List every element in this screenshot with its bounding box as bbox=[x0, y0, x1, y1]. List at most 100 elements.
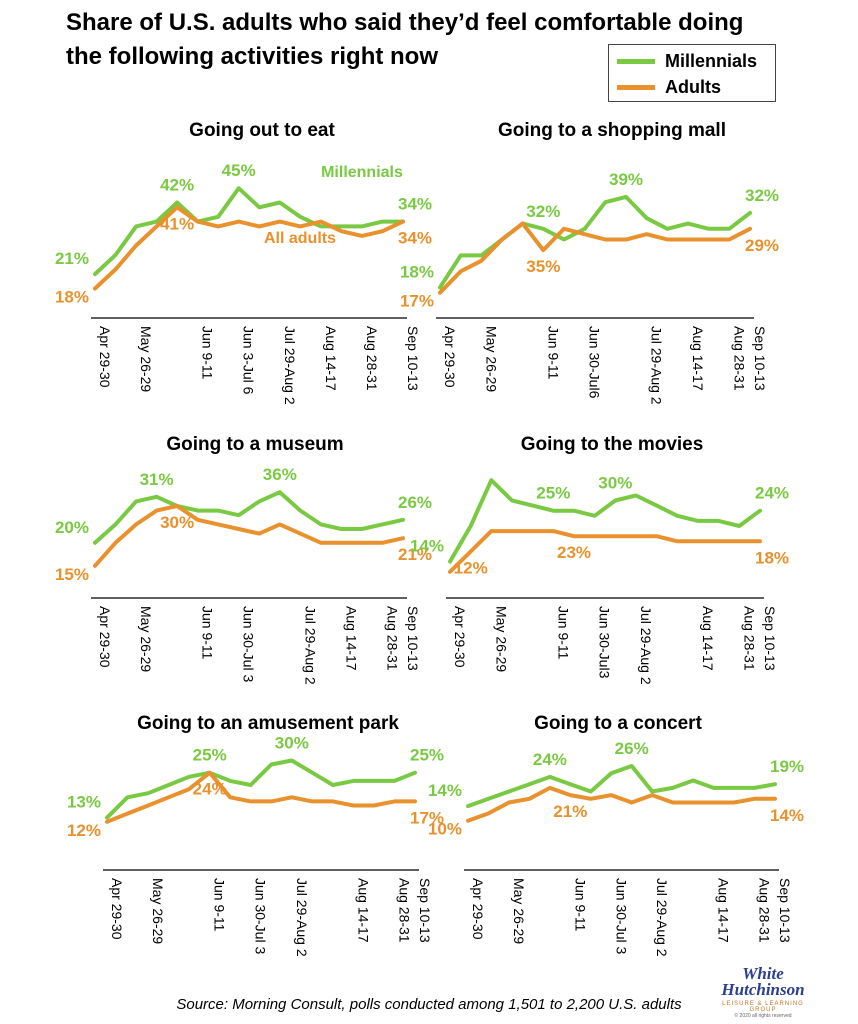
x-tick-label: Jul 29-Aug 2 bbox=[282, 326, 298, 405]
x-tick-label: May 26-29 bbox=[511, 878, 527, 944]
logo-line-3: LEISURE & LEARNING GROUP bbox=[722, 1001, 804, 1013]
x-tick-label: Jun 9-11 bbox=[200, 606, 216, 660]
logo-line-4: © 2020 all rights reserved bbox=[734, 1013, 792, 1019]
x-tick-label: Aug 14-17 bbox=[716, 878, 732, 943]
data-label: 32% bbox=[745, 186, 779, 205]
series-line-adults bbox=[105, 770, 417, 824]
series-line-adults bbox=[438, 221, 752, 295]
x-tick-label: May 26-29 bbox=[493, 606, 509, 672]
data-label: 45% bbox=[222, 161, 256, 180]
x-tick-label: Aug 28-31 bbox=[731, 326, 747, 391]
series-line-millennials bbox=[93, 186, 405, 277]
x-tick-label: Jun 9-11 bbox=[200, 326, 216, 380]
data-label: 30% bbox=[598, 474, 632, 493]
x-tick-label: Jul 29-Aug 2 bbox=[638, 606, 654, 685]
data-label: 35% bbox=[526, 257, 560, 276]
legend: Millennials Adults bbox=[608, 44, 776, 102]
data-label: 29% bbox=[745, 236, 779, 255]
logo-line-1: White bbox=[742, 964, 784, 983]
data-label: 10% bbox=[428, 820, 462, 839]
white-hutchinson-logo: White Hutchinson LEISURE & LEARNING GROU… bbox=[718, 964, 808, 1022]
x-tick-label: Aug 28-31 bbox=[364, 326, 380, 391]
x-tick-label: Jun 9-11 bbox=[572, 878, 588, 932]
source-note: Source: Morning Consult, polls conducted… bbox=[176, 996, 682, 1013]
x-tick-label: Jul 29-Aug 2 bbox=[302, 606, 318, 685]
data-label: 41% bbox=[160, 214, 194, 233]
x-tick-label: Jun 30-Jul 3 bbox=[241, 606, 257, 682]
x-tick-label: Jun 30-Jul 3 bbox=[253, 878, 269, 954]
series-line-millennials bbox=[105, 758, 417, 820]
data-label: 34% bbox=[398, 229, 432, 248]
x-tick-label: Apr 29-30 bbox=[442, 326, 458, 388]
panel-title: Going out to eat bbox=[189, 120, 335, 141]
legend-swatch-millennials bbox=[617, 58, 655, 64]
data-label: 25% bbox=[193, 746, 227, 765]
x-tick-label: May 26-29 bbox=[150, 878, 166, 944]
panel-title: Going to a museum bbox=[166, 434, 343, 455]
x-tick-label: Apr 29-30 bbox=[470, 878, 486, 940]
chart-panel-6: Going to a concert Apr 29-30 May 26-29 Jun … bbox=[428, 713, 804, 957]
x-tick-label: Apr 29-30 bbox=[97, 606, 113, 668]
data-label: 14% bbox=[428, 781, 462, 800]
chart-title: Share of U.S. adults who said they’d fee… bbox=[66, 9, 744, 70]
data-label: 31% bbox=[140, 470, 174, 489]
x-tick-label: Aug 28-31 bbox=[396, 878, 412, 943]
x-tick-label: May 26-29 bbox=[138, 606, 154, 672]
data-label: 30% bbox=[160, 513, 194, 532]
x-tick-label: Jun 30-Jul6 bbox=[587, 326, 603, 399]
series-line-adults bbox=[93, 205, 405, 291]
data-label: 42% bbox=[160, 176, 194, 195]
x-tick-label: Jun 30-Jul3 bbox=[597, 606, 613, 679]
x-tick-label: Sep 10-13 bbox=[762, 606, 778, 671]
panel-title: Going to a shopping mall bbox=[498, 120, 726, 141]
data-label: 30% bbox=[275, 734, 309, 753]
data-label: 15% bbox=[55, 565, 89, 584]
data-label: 25% bbox=[410, 746, 444, 765]
data-label: 24% bbox=[533, 750, 567, 769]
panel-title: Going to the movies bbox=[521, 434, 704, 455]
data-label: 18% bbox=[755, 548, 789, 567]
data-label: 17% bbox=[400, 292, 434, 311]
x-tick-label: Aug 14-17 bbox=[323, 326, 339, 391]
series-line-adults bbox=[448, 529, 762, 574]
x-tick-label: Jul 29-Aug 2 bbox=[654, 878, 670, 957]
legend-label-adults: Adults bbox=[665, 76, 721, 97]
series-label-all-adults: All adults bbox=[264, 230, 336, 247]
data-label: 18% bbox=[55, 288, 89, 307]
x-tick-label: Jun 9-11 bbox=[555, 606, 571, 660]
data-label: 32% bbox=[526, 202, 560, 221]
series-line-millennials bbox=[466, 764, 777, 809]
x-tick-label: Sep 10-13 bbox=[417, 878, 433, 943]
logo-line-2: Hutchinson bbox=[721, 980, 805, 999]
data-label: 21% bbox=[398, 545, 432, 564]
x-tick-label: Sep 10-13 bbox=[405, 326, 421, 391]
chart-panel-1: Going out to eat Apr 29-30 May 26-29 Jun 9-… bbox=[55, 120, 432, 405]
x-tick-label: Apr 29-30 bbox=[97, 326, 113, 388]
series-line-millennials bbox=[93, 490, 405, 545]
data-label: 13% bbox=[67, 793, 101, 812]
series-line-adults bbox=[93, 504, 405, 568]
x-tick-label: Jun 9-11 bbox=[212, 878, 228, 932]
chart-panel-4: Going to the movies Apr 29-30 May 26-29 Jun… bbox=[410, 434, 789, 685]
x-tick-label: May 26-29 bbox=[483, 326, 499, 392]
chart-panel-2: Going to a shopping mall Apr 29-30 May 26-… bbox=[400, 120, 779, 405]
data-label: 36% bbox=[263, 465, 297, 484]
data-label: 24% bbox=[755, 484, 789, 503]
data-label: 12% bbox=[454, 559, 488, 578]
x-tick-label: Aug 14-17 bbox=[700, 606, 716, 671]
data-label: 23% bbox=[557, 543, 591, 562]
data-label: 20% bbox=[55, 518, 89, 537]
x-tick-label: Aug 14-17 bbox=[343, 606, 359, 671]
x-tick-label: Sep 10-13 bbox=[405, 606, 421, 671]
data-label: 17% bbox=[410, 808, 444, 827]
legend-swatch-adults bbox=[617, 84, 655, 90]
x-tick-label: Aug 28-31 bbox=[384, 606, 400, 671]
legend-item-millennials: Millennials bbox=[617, 49, 757, 73]
data-label: 18% bbox=[400, 262, 434, 281]
data-label: 26% bbox=[615, 739, 649, 758]
x-tick-label: May 26-29 bbox=[138, 326, 154, 392]
data-label: 12% bbox=[67, 821, 101, 840]
x-tick-label: Aug 14-17 bbox=[355, 878, 371, 943]
x-tick-label: Sep 10-13 bbox=[777, 878, 793, 943]
